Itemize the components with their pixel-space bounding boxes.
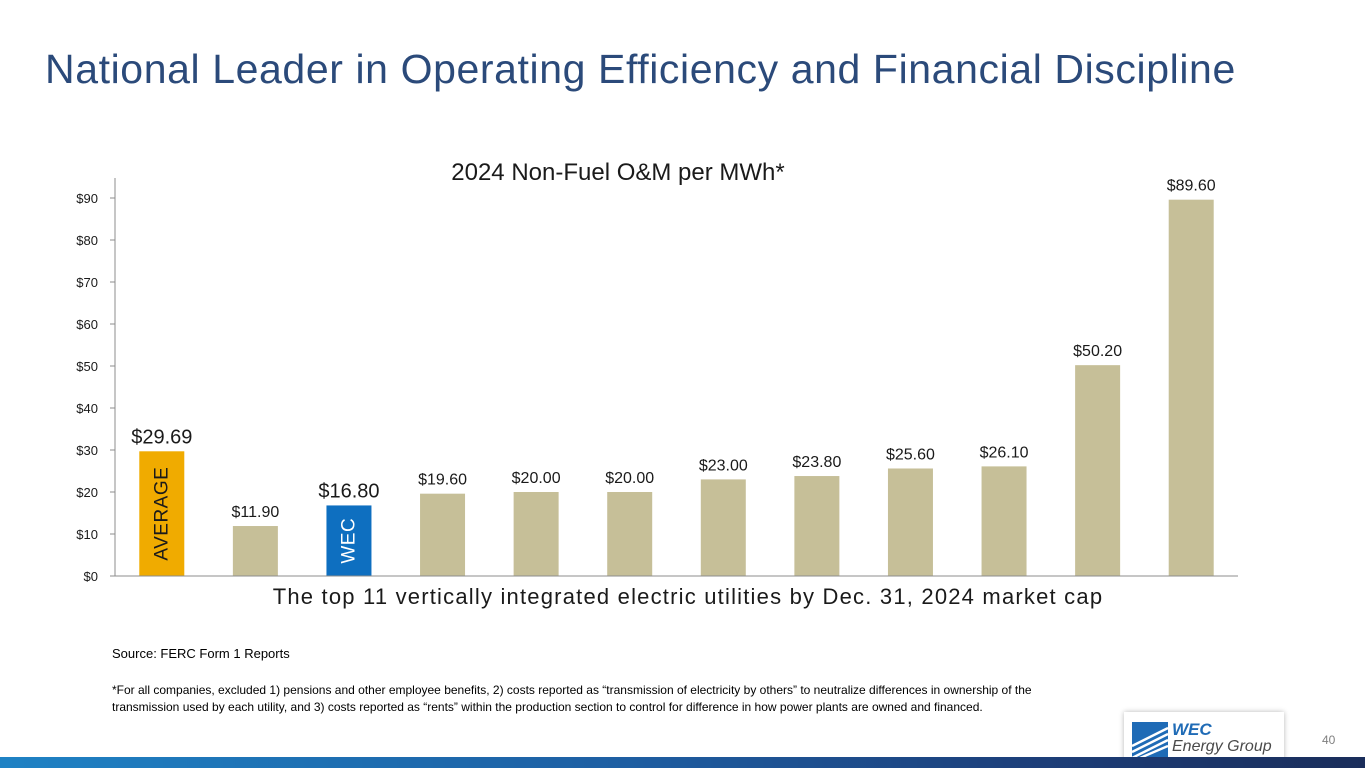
y-tick-label: $80 (76, 233, 98, 248)
slide-title: National Leader in Operating Efficiency … (45, 46, 1236, 92)
data-label: $20.00 (512, 470, 561, 487)
wec-logo-icon (1132, 722, 1168, 758)
bar (607, 492, 653, 576)
bar (981, 466, 1027, 576)
bars: $29.69 AVERAGE $11.90 $16.80 WEC $19.60 $20.00… (131, 178, 1216, 576)
data-label: $23.80 (792, 454, 841, 471)
bar (887, 468, 933, 576)
y-tick-label: $0 (84, 569, 98, 584)
bar (1168, 199, 1214, 576)
data-label: $26.10 (980, 444, 1029, 461)
y-tick-label: $40 (76, 401, 98, 416)
y-tick-label: $70 (76, 275, 98, 290)
data-label: $19.60 (418, 472, 467, 489)
y-tick-label: $10 (76, 527, 98, 542)
bar (232, 526, 278, 576)
source-note: Source: FERC Form 1 Reports (112, 646, 290, 661)
y-axis: $0 $10 $20 $30 $40 $50 $60 $70 $80 $90 (76, 178, 116, 584)
bar-chart: 2024 Non-Fuel O&M per MWh* $0 $10 $20 $30 $4… (76, 159, 1238, 609)
data-label: $29.69 (131, 426, 192, 448)
y-tick-label: $60 (76, 317, 98, 332)
x-axis-label: The top 11 vertically integrated electri… (273, 584, 1104, 609)
bar (326, 505, 372, 576)
y-tick-label: $20 (76, 485, 98, 500)
logo-text: WEC Energy Group (1172, 721, 1272, 755)
data-label: $50.20 (1073, 343, 1122, 360)
y-tick-label: $30 (76, 443, 98, 458)
y-tick-label: $90 (76, 191, 98, 206)
data-label: $23.00 (699, 457, 748, 474)
data-label: $25.60 (886, 446, 935, 463)
bar (139, 451, 185, 576)
data-label: $89.60 (1167, 178, 1216, 195)
logo-wec: WEC (1172, 720, 1212, 739)
bottom-band (0, 757, 1365, 768)
data-label: $11.90 (232, 504, 280, 521)
page-number: 40 (1322, 733, 1336, 747)
bar (1075, 365, 1121, 576)
bar (420, 493, 466, 576)
bar-inner-label: WEC (338, 518, 359, 564)
footnote: *For all companies, excluded 1) pensions… (112, 683, 1032, 714)
data-label: $16.80 (318, 480, 379, 502)
bar-inner-label: AVERAGE (151, 467, 172, 561)
y-tick-label: $50 (76, 359, 98, 374)
bar (700, 479, 746, 576)
bar (794, 476, 840, 576)
logo-energy-group: Energy Group (1172, 738, 1272, 755)
chart-title: 2024 Non-Fuel O&M per MWh* (451, 159, 784, 186)
bar (513, 492, 559, 576)
data-label: $20.00 (605, 470, 654, 487)
